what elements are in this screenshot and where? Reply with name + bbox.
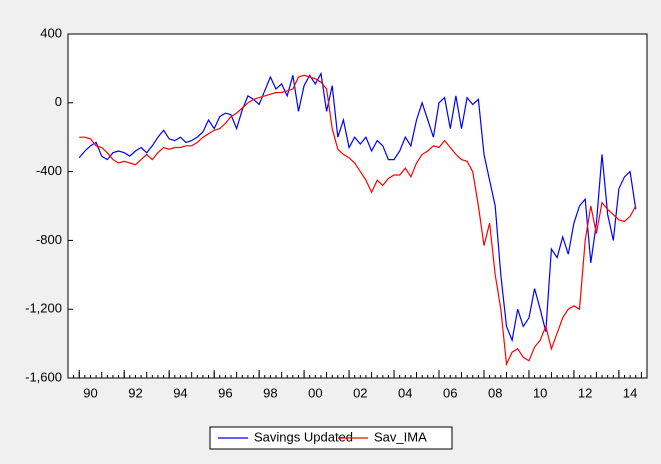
series-line xyxy=(79,74,637,367)
x-tick-label: 10 xyxy=(533,385,547,400)
x-tick-label: 08 xyxy=(488,385,502,400)
y-tick-label: -800 xyxy=(36,232,62,247)
x-tick-label: 12 xyxy=(578,385,592,400)
y-tick-label: 0 xyxy=(55,94,62,109)
legend-label: Sav_IMA xyxy=(374,429,427,444)
legend-label: Savings Updated xyxy=(254,429,353,444)
x-tick-label: 98 xyxy=(263,385,277,400)
legend xyxy=(209,426,453,450)
plot-area xyxy=(67,33,648,379)
x-tick-label: 94 xyxy=(173,385,187,400)
x-tick-label: 04 xyxy=(398,385,412,400)
x-tick-label: 00 xyxy=(308,385,322,400)
x-tick-label: 06 xyxy=(443,385,457,400)
x-tick-label: 90 xyxy=(83,385,97,400)
series-line xyxy=(78,71,637,343)
y-tick-label: -1,600 xyxy=(25,369,62,384)
x-tick-label: 92 xyxy=(128,385,142,400)
y-tick-label: -1,200 xyxy=(25,301,62,316)
x-tick-label: 14 xyxy=(623,385,637,400)
x-tick-label: 96 xyxy=(218,385,232,400)
y-tick-label: 400 xyxy=(40,25,62,40)
x-tick-label: 02 xyxy=(353,385,367,400)
y-tick-label: -400 xyxy=(36,163,62,178)
